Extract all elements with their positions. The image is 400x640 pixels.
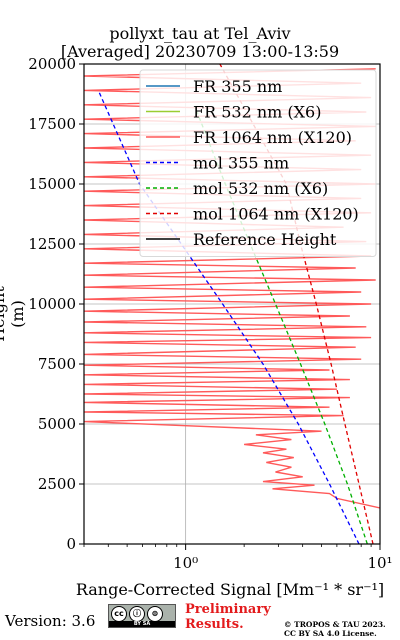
legend-label-6: Reference Height: [193, 230, 337, 249]
copyright-line-1: © TROPOS & TAU 2023.: [284, 620, 386, 629]
series-line-4: [194, 106, 368, 544]
chart-title-line-2: [Averaged] 20230709 13:00-13:59: [60, 42, 340, 61]
y-axis-label: Height (m): [0, 286, 27, 342]
x-ticks: 10⁰ 10¹: [83, 544, 393, 572]
cc-badge-bar: BY SA: [109, 621, 175, 627]
series-line-3: [98, 92, 360, 544]
legend-box: [139, 69, 377, 257]
preliminary-notice: Preliminary Results.: [185, 602, 271, 632]
x-tick-label: 10¹: [367, 554, 392, 572]
y-tick-label: 17500: [28, 115, 76, 133]
legend-label-3: mol 355 nm: [193, 154, 289, 173]
by-attribution-icon: ⓘ: [129, 606, 145, 622]
y-tick-label: 0: [66, 535, 76, 553]
legend-label-1: FR 532 nm (X6): [193, 103, 321, 122]
y-ticks: 0 2500 5000 7500 10000 12500 15000 17500 20000: [28, 55, 84, 553]
preliminary-line-2: Results.: [185, 617, 244, 632]
cc-license-badge: cc ⓘ ⊜ BY SA: [108, 604, 176, 628]
preliminary-line-1: Preliminary: [185, 602, 271, 617]
copyright-notice: © TROPOS & TAU 2023. CC BY SA 4.0 Licens…: [284, 620, 386, 638]
x-axis-label: Range-Corrected Signal [Mm⁻¹ * sr⁻¹]: [75, 580, 385, 599]
x-tick-label: 10⁰: [173, 554, 198, 572]
y-tick-label: 10000: [28, 295, 76, 313]
chart-title-line-1: pollyxt_tau at Tel_Aviv: [109, 24, 291, 43]
y-tick-label: 15000: [28, 175, 76, 193]
legend-label-2: FR 1064 nm (X120): [193, 128, 352, 147]
legend: FR 355 nm FR 532 nm (X6) FR 1064 nm (X120)…: [139, 69, 377, 257]
version-label: Version: 3.6: [5, 612, 96, 630]
legend-label-0: FR 355 nm: [193, 77, 282, 96]
legend-label-4: mol 532 nm (X6): [193, 179, 328, 198]
copyright-line-2: CC BY SA 4.0 License.: [284, 629, 377, 638]
y-tick-label: 12500: [28, 235, 76, 253]
y-tick-label: 2500: [38, 475, 76, 493]
legend-label-5: mol 1064 nm (X120): [193, 205, 359, 224]
y-tick-label: 7500: [38, 355, 76, 373]
y-tick-label: 20000: [28, 55, 76, 73]
y-tick-label: 5000: [38, 415, 76, 433]
share-alike-icon: ⊜: [147, 606, 163, 622]
cc-icon: cc: [111, 606, 127, 622]
